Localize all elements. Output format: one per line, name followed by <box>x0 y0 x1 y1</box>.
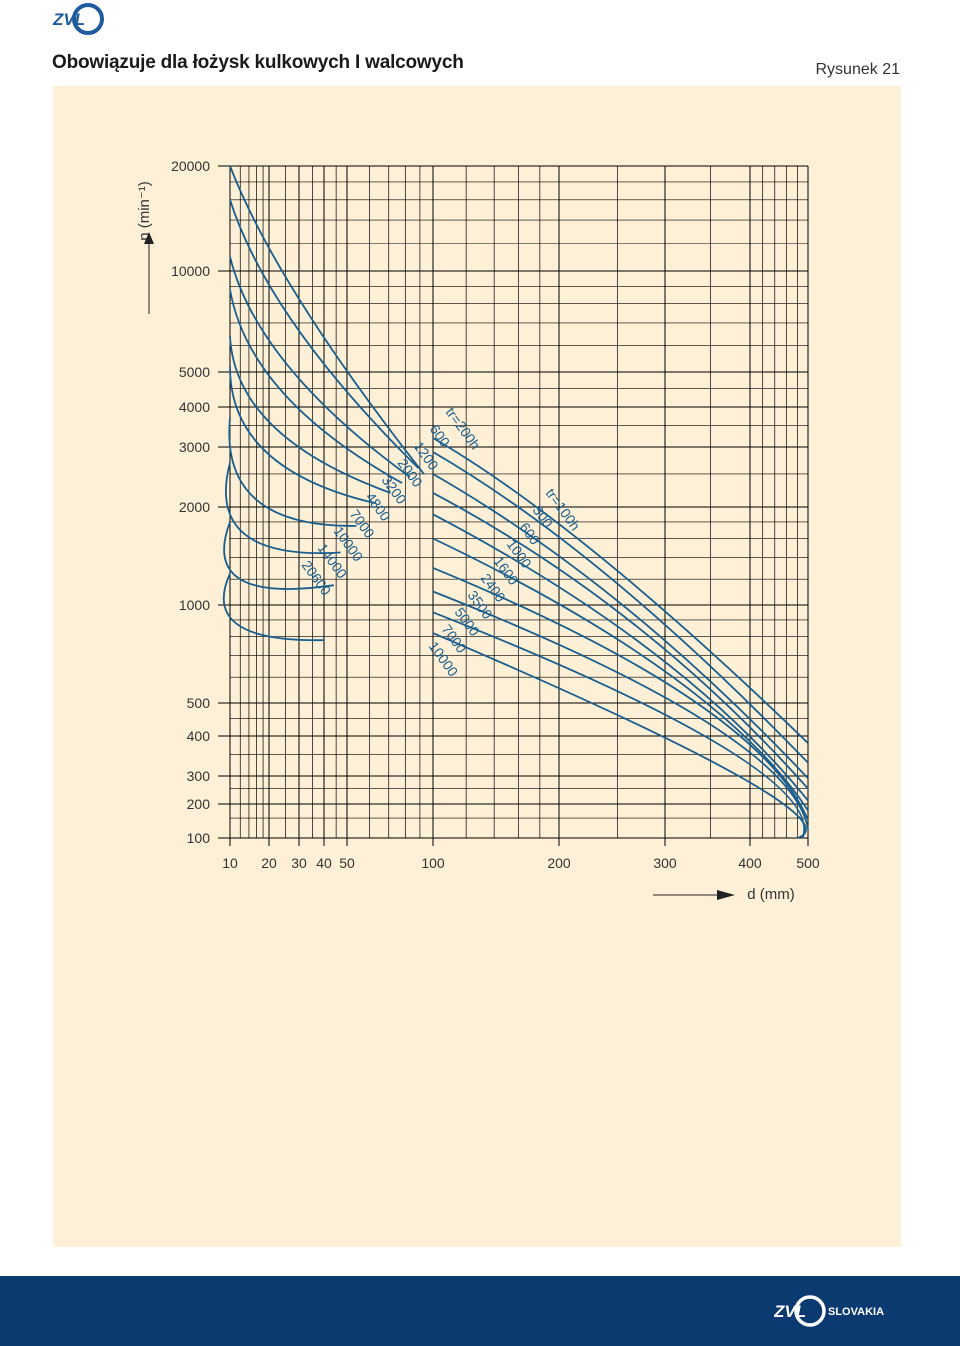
series-line <box>432 567 809 821</box>
zvl-logo-icon: ZVL <box>52 3 104 35</box>
x-axis-label: d (mm) <box>747 886 795 903</box>
y-tick-label: 300 <box>187 768 211 784</box>
axis-arrow-icon <box>144 232 154 244</box>
x-tick-label: 300 <box>653 855 677 871</box>
bearing-speed-chart: 100 200 300 400 500 1000 2000 3000 4000 5000 10000… <box>53 86 901 1247</box>
x-tick-label: 40 <box>316 855 332 871</box>
x-tick-label: 10 <box>222 855 238 871</box>
svg-text:ZVL: ZVL <box>774 1302 806 1321</box>
series-line <box>229 199 420 469</box>
y-tick-label: 100 <box>187 830 211 846</box>
series-line <box>228 417 357 527</box>
figure-label: Rysunek 21 <box>815 61 901 78</box>
series-line <box>432 611 806 839</box>
footer-bar: ZVL SLOVAKIA <box>0 1276 960 1346</box>
series-line <box>432 473 809 779</box>
y-axis-label: n (min⁻¹) <box>136 181 153 241</box>
chart-panel: 100 200 300 400 500 1000 2000 3000 4000 5000 10000… <box>53 86 901 1247</box>
series-line <box>432 537 809 811</box>
page-title: Obowiązuje dla łożysk kulkowych I walcow… <box>52 52 464 73</box>
y-tick-label: 5000 <box>179 364 210 380</box>
y-tick-label: 500 <box>187 695 211 711</box>
y-tick-label: 1000 <box>179 597 210 613</box>
x-tick-label: 50 <box>339 855 355 871</box>
tick-labels: 100 200 300 400 500 1000 2000 3000 4000 5000 10000… <box>171 158 820 871</box>
y-tick-label: 3000 <box>179 439 210 455</box>
series-line <box>432 513 809 802</box>
y-tick-label: 20000 <box>171 158 210 174</box>
y-tick-label: 2000 <box>179 499 210 515</box>
y-tick-label: 10000 <box>171 263 210 279</box>
series-line <box>225 462 341 555</box>
series-line <box>432 590 809 830</box>
footer-brand: SLOVAKIA <box>828 1306 884 1318</box>
x-tick-label: 30 <box>291 855 307 871</box>
x-tick-label: 200 <box>547 855 571 871</box>
series-line <box>432 451 809 764</box>
series-line <box>432 632 807 839</box>
y-tick-label: 400 <box>187 728 211 744</box>
x-tick-label: 500 <box>796 855 820 871</box>
series-line <box>229 366 376 505</box>
series-line <box>223 521 334 590</box>
series-line <box>432 492 809 790</box>
axis-arrow-icon <box>717 890 735 900</box>
x-tick-label: 400 <box>738 855 762 871</box>
curve-series <box>222 165 809 839</box>
y-tick-label: 200 <box>187 796 211 812</box>
panel-background <box>53 86 901 1247</box>
x-tick-label: 100 <box>421 855 445 871</box>
series-line <box>229 165 425 475</box>
series-line <box>229 256 411 478</box>
y-tick-label: 4000 <box>179 399 210 415</box>
x-tick-label: 20 <box>261 855 277 871</box>
series-line <box>229 289 403 484</box>
zvl-slovakia-logo-icon: ZVL SLOVAKIA <box>774 1295 884 1327</box>
series-line <box>432 437 809 744</box>
svg-text:ZVL: ZVL <box>52 10 85 29</box>
series-line <box>222 573 325 642</box>
series-line <box>229 335 391 494</box>
